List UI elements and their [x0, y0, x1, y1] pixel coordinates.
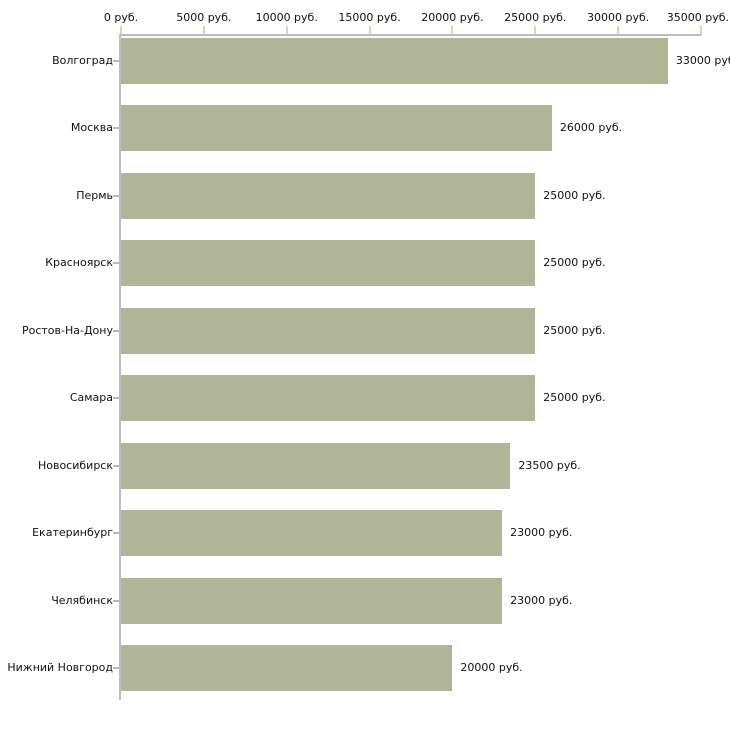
x-axis-tick: [700, 26, 702, 36]
bar-1: [121, 37, 668, 84]
x-axis-tick-label: 25000 руб.: [504, 11, 567, 24]
x-axis-tick-label: 20000 руб.: [421, 11, 484, 24]
bar-2: [121, 105, 552, 151]
y-axis-tick: [113, 532, 119, 534]
bar-7: [121, 442, 511, 489]
y-axis-tick: [113, 127, 119, 129]
category-label: Ростов-На-Дону: [21, 323, 113, 337]
value-label: 26000 руб.: [559, 121, 623, 134]
category-label: Челябинск: [51, 593, 113, 607]
bar-4: [121, 240, 536, 286]
y-axis-tick: [113, 397, 119, 399]
x-axis-tick: [368, 26, 371, 36]
y-axis-tick: [113, 599, 119, 602]
value-label: 25000 руб.: [543, 256, 606, 269]
y-axis-tick: [113, 464, 119, 467]
bar-10: [121, 645, 453, 691]
x-axis-tick: [617, 26, 620, 36]
x-axis-tick-label: 10000 руб.: [255, 11, 318, 24]
x-axis-tick-label: 0 руб.: [103, 11, 139, 24]
bar-5: [121, 307, 536, 354]
bar-6: [121, 375, 536, 421]
bar-3: [121, 172, 536, 219]
value-label: 20000 руб.: [460, 661, 523, 674]
bar-8: [121, 510, 503, 556]
y-axis-tick: [113, 329, 119, 332]
category-label: Самара: [69, 391, 113, 404]
value-label: 23000 руб.: [510, 526, 573, 539]
y-axis-tick: [113, 262, 119, 264]
y-axis-tick: [113, 194, 119, 197]
bar-9: [121, 577, 503, 624]
x-axis-tick-label: 15000 руб.: [338, 11, 401, 24]
x-axis-tick: [202, 26, 205, 36]
y-axis-tick: [113, 59, 119, 62]
category-label: Нижний Новгород: [7, 661, 113, 674]
y-axis-tick: [113, 667, 119, 669]
value-label: 25000 руб.: [543, 391, 606, 404]
category-label: Москва: [70, 121, 113, 134]
x-axis-line: [119, 34, 701, 36]
value-label: 25000 руб.: [543, 188, 606, 202]
x-axis-tick: [451, 26, 454, 36]
category-label: Красноярск: [45, 256, 113, 269]
x-axis-tick: [534, 26, 537, 36]
value-label: 33000 руб: [675, 53, 730, 67]
x-axis-tick-label: 35000 руб.: [666, 11, 729, 24]
y-axis-line: [119, 34, 121, 700]
x-axis-tick: [285, 26, 288, 36]
value-label: 23000 руб.: [510, 593, 573, 607]
category-label: Екатеринбург: [32, 526, 113, 539]
x-axis-tick: [120, 26, 122, 36]
value-label: 23500 руб.: [518, 458, 581, 472]
x-axis-tick-label: 30000 руб.: [587, 11, 650, 24]
value-label: 25000 руб.: [543, 323, 606, 337]
x-axis-tick-label: 5000 руб.: [176, 11, 232, 24]
category-label: Пермь: [76, 188, 113, 202]
category-label: Новосибирск: [37, 458, 113, 472]
category-label: Волгоград: [52, 53, 113, 67]
